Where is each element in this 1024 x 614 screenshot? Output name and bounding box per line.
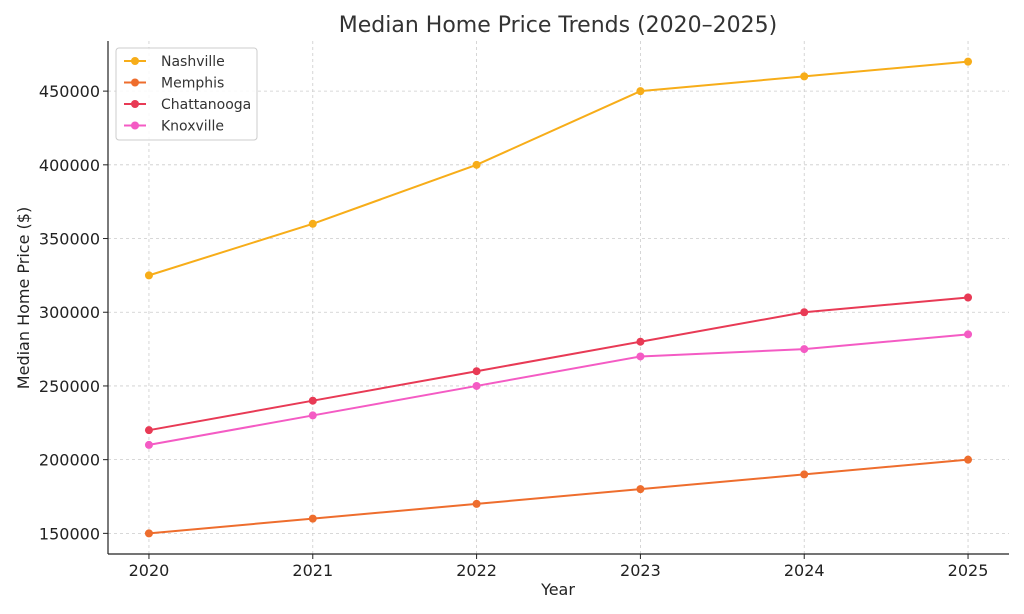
legend: Nashville Memphis Chattanooga Knoxville xyxy=(115,47,258,141)
data-point-memphis xyxy=(472,499,481,508)
chart-title: Median Home Price Trends (2020–2025) xyxy=(339,13,777,38)
data-point-nashville xyxy=(636,87,645,96)
data-point-chattanooga xyxy=(472,367,481,376)
x-tick-label: 2021 xyxy=(292,561,333,580)
series-chattanooga xyxy=(144,293,973,435)
series-nashville xyxy=(144,57,973,280)
grid xyxy=(108,41,1009,554)
series-line-knoxville xyxy=(148,333,969,446)
data-point-memphis xyxy=(308,514,317,523)
y-axis-label: Median Home Price ($) xyxy=(14,207,33,389)
data-point-knoxville xyxy=(964,330,973,339)
data-point-nashville xyxy=(144,271,153,280)
y-tick-label: 400000 xyxy=(39,156,100,175)
data-point-chattanooga xyxy=(144,426,153,435)
legend-label: Nashville xyxy=(161,54,225,70)
data-point-nashville xyxy=(800,72,809,81)
data-point-memphis xyxy=(964,455,973,464)
y-tick-label: 300000 xyxy=(39,303,100,322)
data-point-chattanooga xyxy=(636,337,645,346)
y-tick-label: 250000 xyxy=(39,377,100,396)
axes xyxy=(103,41,1009,559)
legend-swatch-marker xyxy=(131,57,139,65)
data-point-knoxville xyxy=(472,381,481,390)
data-point-chattanooga xyxy=(308,396,317,405)
data-point-chattanooga xyxy=(800,308,809,317)
series-layer xyxy=(144,57,973,538)
x-tick-label: 2020 xyxy=(129,561,170,580)
legend-swatch-marker xyxy=(131,121,139,130)
tick-labels: 2020 2021 2022 2023 2024 2025 150000 200000 2500… xyxy=(39,82,988,580)
data-point-memphis xyxy=(144,529,153,538)
x-axis-label: Year xyxy=(540,580,575,599)
series-line-chattanooga xyxy=(148,296,969,432)
data-point-knoxville xyxy=(144,440,153,449)
legend-item-chattanooga: Chattanooga xyxy=(124,97,251,113)
data-point-memphis xyxy=(800,470,809,479)
series-line-nashville xyxy=(148,60,969,277)
data-point-nashville xyxy=(964,57,973,66)
legend-label: Memphis xyxy=(161,76,224,92)
data-point-memphis xyxy=(636,485,645,494)
data-point-nashville xyxy=(472,160,481,169)
legend-swatch-marker xyxy=(131,100,139,108)
legend-box xyxy=(115,47,258,141)
y-tick-label: 150000 xyxy=(39,524,100,543)
series-line-memphis xyxy=(148,458,969,535)
y-tick-label: 200000 xyxy=(39,451,100,470)
data-point-chattanooga xyxy=(964,293,973,302)
series-memphis xyxy=(144,455,973,538)
series-knoxville xyxy=(144,330,973,449)
legend-label: Chattanooga xyxy=(161,97,251,113)
legend-label: Knoxville xyxy=(161,119,224,135)
legend-item-knoxville: Knoxville xyxy=(124,119,224,135)
x-tick-label: 2025 xyxy=(948,561,989,580)
legend-item-nashville: Nashville xyxy=(124,54,225,70)
y-tick-label: 350000 xyxy=(39,230,100,249)
legend-swatch-marker xyxy=(131,78,139,87)
data-point-nashville xyxy=(308,219,317,228)
data-point-knoxville xyxy=(800,345,809,354)
legend-item-memphis: Memphis xyxy=(124,76,224,92)
x-tick-label: 2022 xyxy=(456,561,497,580)
data-point-knoxville xyxy=(308,411,317,420)
data-point-knoxville xyxy=(636,352,645,361)
x-tick-label: 2024 xyxy=(784,561,825,580)
x-tick-label: 2023 xyxy=(620,561,661,580)
y-tick-label: 450000 xyxy=(39,82,100,101)
